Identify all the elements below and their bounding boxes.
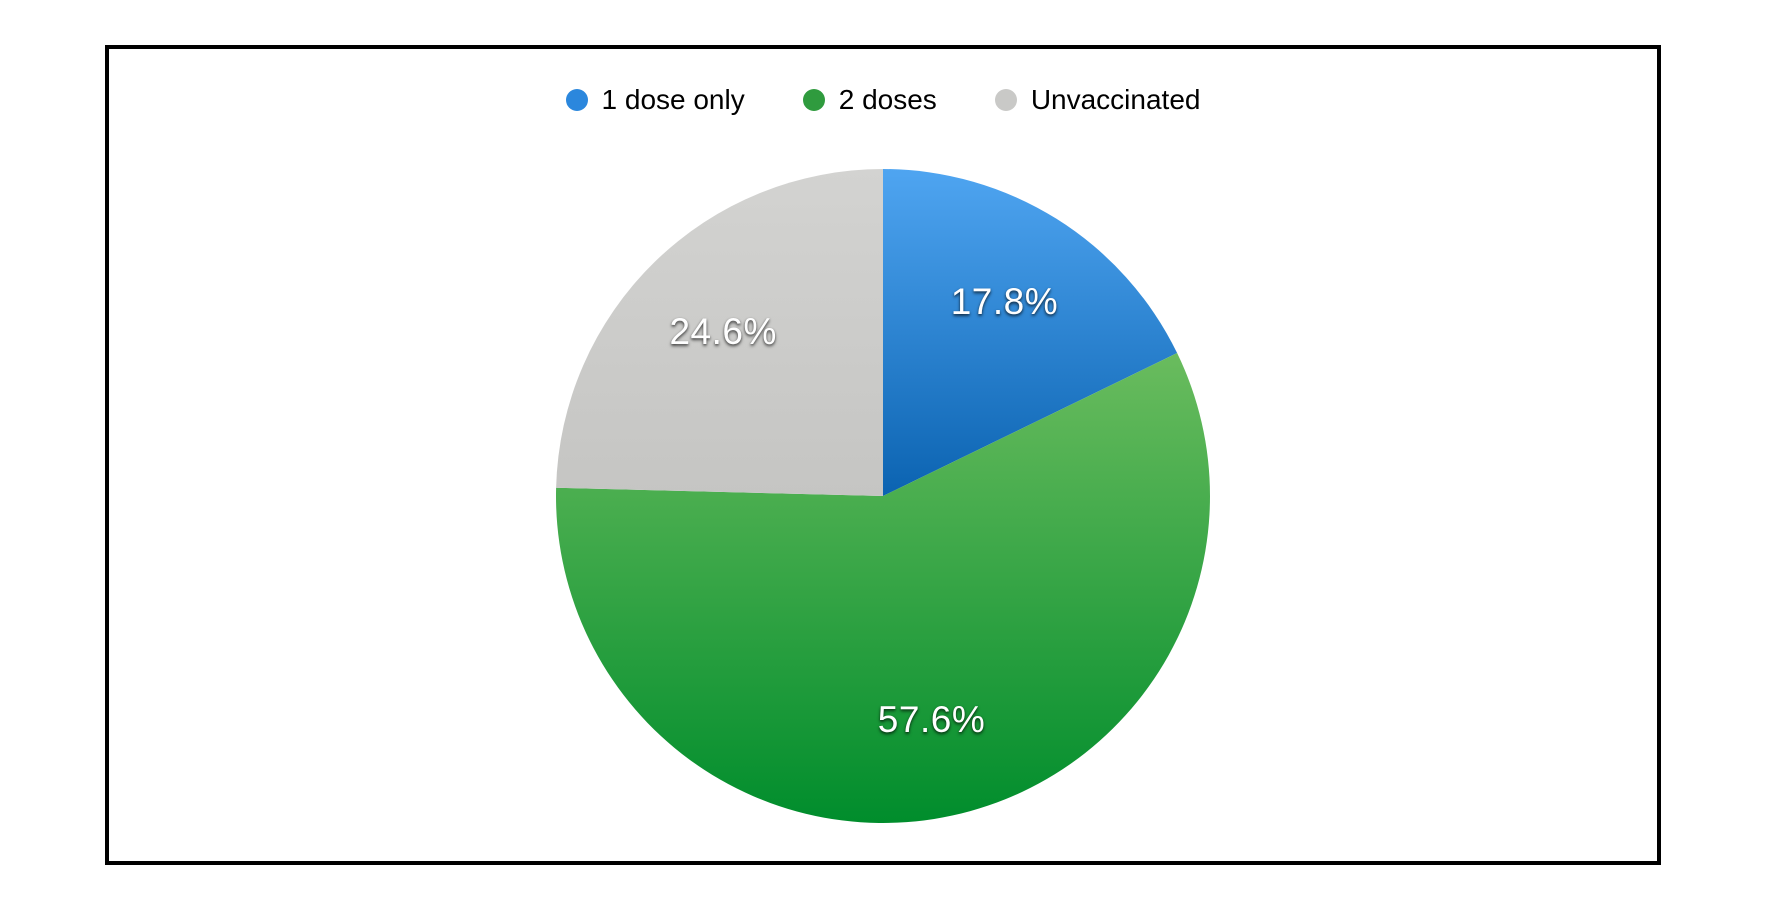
legend-item-1-dose-only[interactable]: 1 dose only: [565, 83, 745, 117]
slice-value-label: 17.8%: [950, 280, 1059, 322]
slice-value-label: 57.6%: [877, 698, 986, 740]
pie-slice-1-dose-only[interactable]: [883, 169, 1178, 496]
pie-slice-2-doses[interactable]: [555, 353, 1210, 823]
legend-item-label: 1 dose only: [601, 84, 745, 115]
pie-slice-unvaccinated[interactable]: [556, 168, 883, 496]
chart-legend: 1 dose only 2 doses Unvaccinated: [0, 83, 1766, 117]
legend-dot-icon: [565, 89, 588, 111]
legend-item-unvaccinated[interactable]: Unvaccinated: [994, 83, 1201, 117]
legend-dot-icon: [994, 89, 1017, 111]
legend-item-2-doses[interactable]: 2 doses: [802, 83, 937, 117]
slice-value-label: 24.6%: [669, 311, 777, 353]
legend-item-label: 2 doses: [838, 84, 937, 115]
legend-item-label: Unvaccinated: [1030, 84, 1201, 115]
legend-dot-icon: [802, 89, 825, 111]
